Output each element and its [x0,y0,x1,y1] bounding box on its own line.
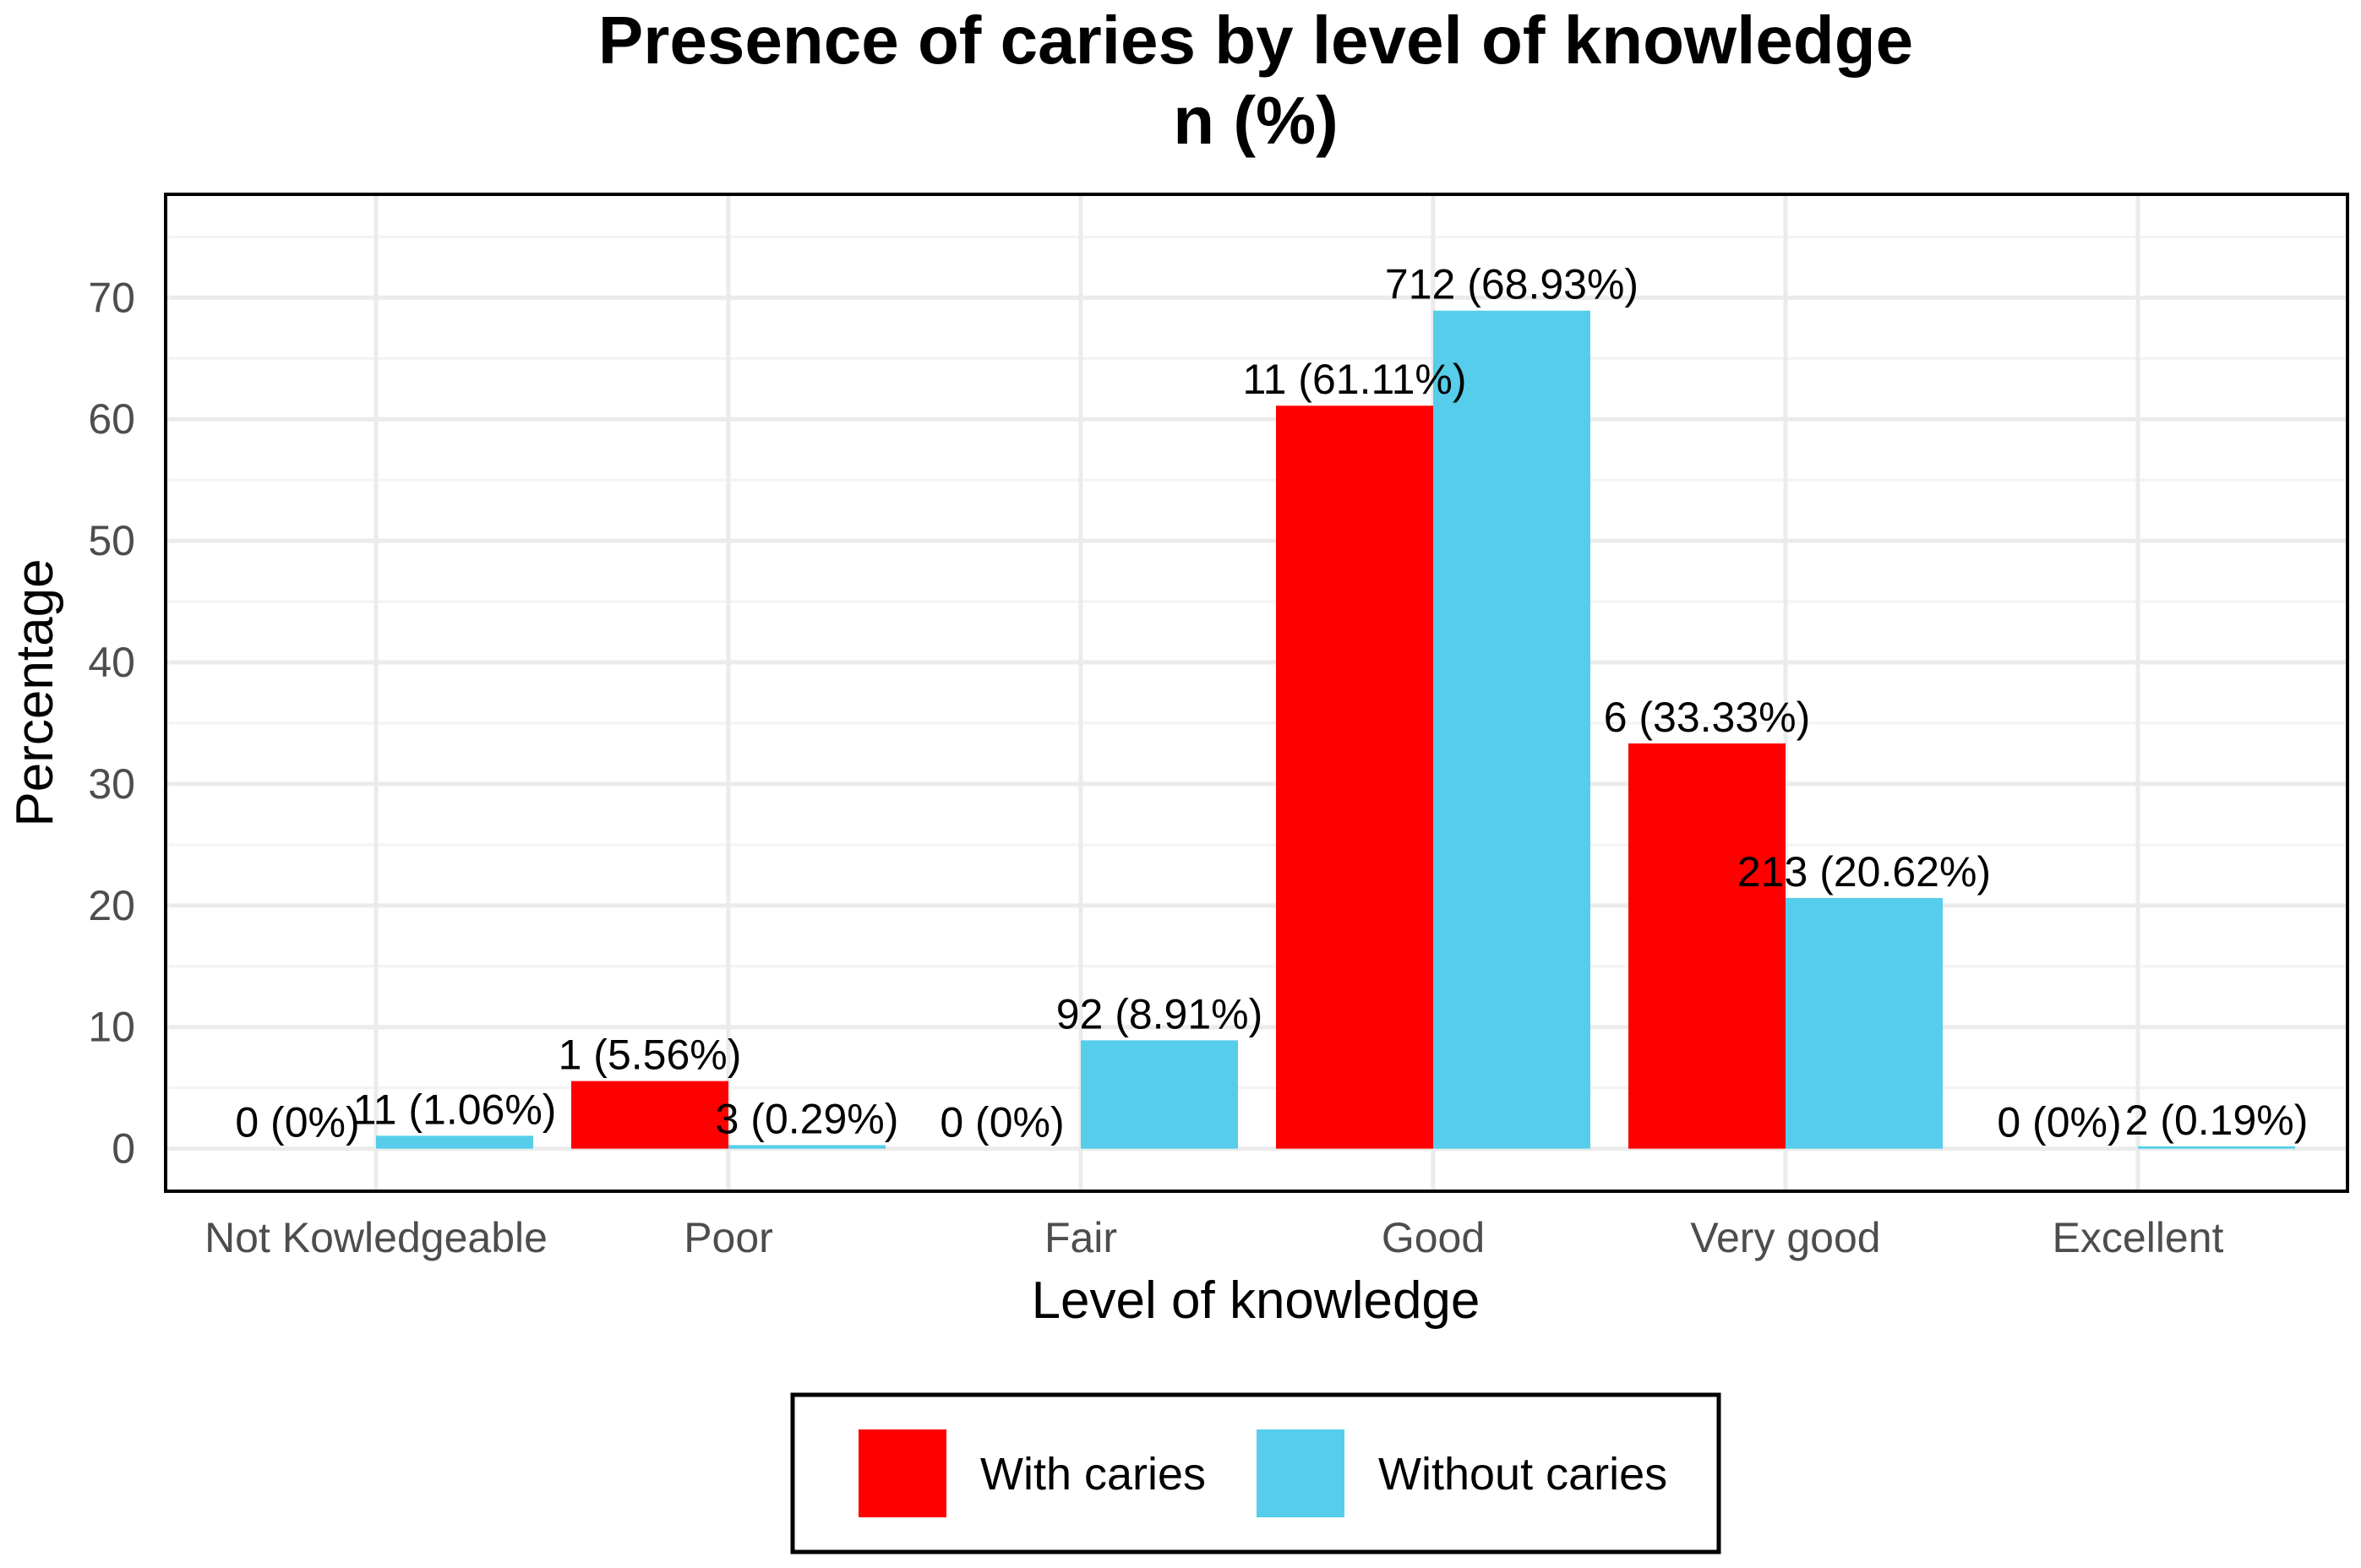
legend-swatch-without-caries [1257,1429,1344,1517]
bar-label-without-caries-4: 213 (20.62%) [1737,848,1991,896]
bar-with-caries-3 [1276,406,1433,1149]
y-axis-ticks: 0 10 20 30 40 50 60 70 [88,274,135,1172]
bar-label-without-caries-1: 3 (0.29%) [716,1095,899,1142]
bars [376,310,2295,1149]
bar-label-with-caries-2: 0 (0%) [940,1099,1064,1146]
bar-label-with-caries-1: 1 (5.56%) [559,1032,742,1079]
y-tick-label: 50 [88,517,135,564]
bar-with-caries-4 [1628,743,1786,1149]
x-tick-label: Good [1382,1214,1485,1261]
bar-label-without-caries-0: 11 (1.06%) [353,1086,557,1133]
bar-without-caries-2 [1081,1040,1238,1149]
bar-label-without-caries-2: 92 (8.91%) [1056,990,1263,1037]
legend-box [790,1392,1721,1554]
y-tick-label: 70 [88,274,135,321]
y-tick-label: 40 [88,639,135,686]
bar-with-caries-1 [571,1081,728,1149]
x-tick-label: Fair [1044,1214,1117,1261]
bar-without-caries-1 [728,1145,886,1149]
bar-label-with-caries-4: 6 (33.33%) [1604,694,1811,741]
legend: With caries Without caries [790,1392,1721,1554]
grid [166,194,2347,1191]
x-tick-label: Not Kowledgeable [204,1214,548,1261]
bar-label-without-caries-5: 2 (0.19%) [2125,1097,2309,1144]
chart-subtitle: n (%) [1173,83,1339,158]
chart-title: Presence of caries by level of knowledge [598,3,1913,78]
bar-label-with-caries-5: 0 (0%) [1997,1099,2121,1146]
y-tick-label: 30 [88,760,135,808]
y-axis-title: Percentage [6,558,64,826]
bar-without-caries-0 [376,1135,533,1149]
bar-label-with-caries-3: 11 (61.11%) [1243,356,1467,403]
bar-without-caries-4 [1786,897,1943,1149]
bar-labels: 0 (0%) 1 (5.56%) 0 (0%) 11 (61.11%) 6 (33.33… [235,261,2308,1146]
y-tick-label: 0 [112,1125,135,1173]
x-axis-title: Level of knowledge [1032,1271,1480,1330]
y-tick-label: 60 [88,395,135,443]
y-tick-label: 10 [88,1004,135,1051]
bar-without-caries-5 [2138,1146,2295,1149]
y-tick-label: 20 [88,882,135,929]
legend-swatch-with-caries [859,1429,946,1517]
bar-label-without-caries-3: 712 (68.93%) [1385,261,1639,308]
x-axis-ticks: Not Kowledgeable Poor Fair Good Very good Exc… [204,1214,2223,1261]
legend-label-without-caries: Without caries [1378,1449,1667,1500]
x-tick-label: Poor [684,1214,773,1261]
x-tick-label: Excellent [2053,1214,2224,1261]
plot-panel-border [164,193,2349,1193]
bar-label-with-caries-0: 0 (0%) [235,1099,359,1146]
x-tick-label: Very good [1690,1214,1880,1261]
bar-without-caries-3 [1433,310,1590,1149]
legend-label-with-caries: With caries [980,1449,1206,1500]
